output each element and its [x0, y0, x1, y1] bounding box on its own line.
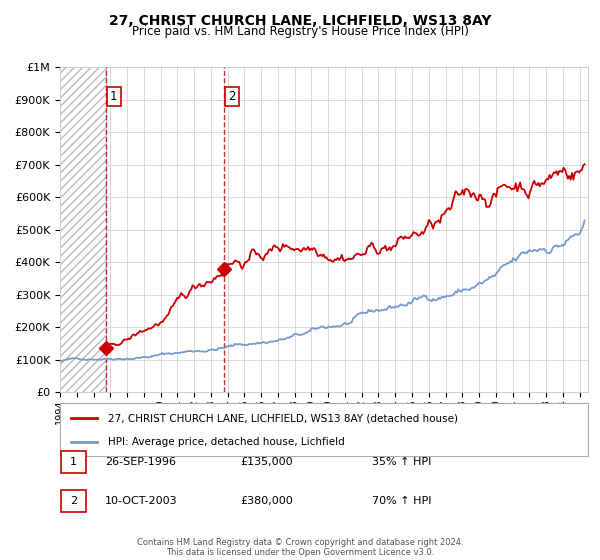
- Text: 1: 1: [110, 90, 118, 103]
- Text: 1: 1: [70, 457, 77, 467]
- Text: 27, CHRIST CHURCH LANE, LICHFIELD, WS13 8AY (detached house): 27, CHRIST CHURCH LANE, LICHFIELD, WS13 …: [107, 413, 458, 423]
- Text: £135,000: £135,000: [240, 457, 293, 467]
- Text: 2: 2: [70, 496, 77, 506]
- Text: 70% ↑ HPI: 70% ↑ HPI: [372, 496, 431, 506]
- Text: 26-SEP-1996: 26-SEP-1996: [105, 457, 176, 467]
- Text: Contains HM Land Registry data © Crown copyright and database right 2024.
This d: Contains HM Land Registry data © Crown c…: [137, 538, 463, 557]
- Text: 27, CHRIST CHURCH LANE, LICHFIELD, WS13 8AY: 27, CHRIST CHURCH LANE, LICHFIELD, WS13 …: [109, 14, 491, 28]
- Text: 35% ↑ HPI: 35% ↑ HPI: [372, 457, 431, 467]
- FancyBboxPatch shape: [61, 490, 86, 512]
- Text: Price paid vs. HM Land Registry's House Price Index (HPI): Price paid vs. HM Land Registry's House …: [131, 25, 469, 38]
- Text: 2: 2: [228, 90, 236, 103]
- FancyBboxPatch shape: [61, 451, 86, 473]
- Text: £380,000: £380,000: [240, 496, 293, 506]
- FancyBboxPatch shape: [60, 403, 588, 456]
- Bar: [60, 67, 106, 392]
- Text: 10-OCT-2003: 10-OCT-2003: [105, 496, 178, 506]
- Text: HPI: Average price, detached house, Lichfield: HPI: Average price, detached house, Lich…: [107, 436, 344, 446]
